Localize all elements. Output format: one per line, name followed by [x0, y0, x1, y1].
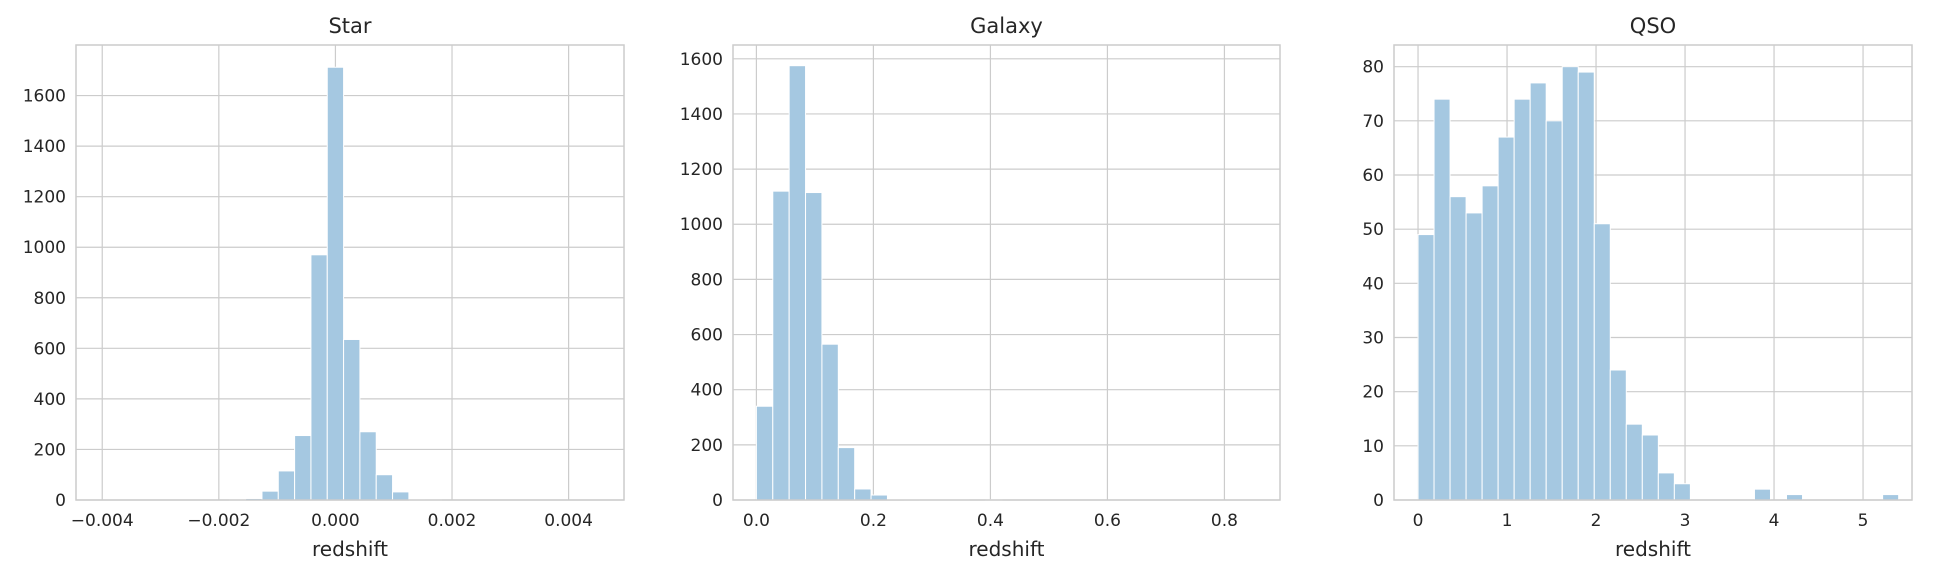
star-x-tick-label: −0.002: [187, 511, 250, 531]
qso-x-axis-label: redshift: [1615, 537, 1691, 561]
star-x-tick-label: 0.000: [311, 511, 360, 531]
qso-histogram-bar: [1545, 120, 1563, 501]
galaxy-histogram-bar: [821, 343, 839, 501]
star-axes-frame: [75, 44, 625, 501]
qso-histogram-bar: [1657, 472, 1675, 501]
galaxy-histogram-bar: [805, 192, 823, 501]
galaxy-x-axis-label: redshift: [969, 537, 1045, 561]
star-histogram-bar: [326, 66, 345, 501]
qso-panel-title: QSO: [1630, 14, 1676, 38]
galaxy-x-tick-label: 0.4: [977, 511, 1004, 531]
star-y-tick-label: 400: [34, 390, 66, 410]
galaxy-y-tick-label: 600: [691, 326, 723, 346]
galaxy-histogram-bar: [854, 488, 872, 501]
star-y-tick-label: 600: [34, 339, 66, 359]
star-x-tick-label: 0.002: [428, 511, 477, 531]
qso-x-tick-label: 2: [1591, 511, 1602, 531]
star-y-tick-label: 1000: [23, 238, 66, 258]
galaxy-x-tick-label: 0.0: [743, 511, 770, 531]
star-histogram-bar: [375, 474, 394, 501]
galaxy-y-tick-label: 1600: [680, 50, 723, 70]
star-histogram-bar: [294, 435, 312, 501]
qso-y-tick-label: 40: [1362, 274, 1384, 294]
star-y-tick-label: 1200: [23, 188, 66, 208]
qso-y-tick-label: 60: [1362, 166, 1384, 186]
qso-histogram-bar: [1625, 423, 1643, 501]
qso-histogram-bar: [1417, 234, 1435, 501]
qso-y-tick-label: 30: [1362, 329, 1384, 349]
galaxy-y-tick-label: 1200: [680, 160, 723, 180]
qso-histogram-bar: [1882, 494, 1900, 501]
star-histogram-bar: [277, 470, 296, 501]
star-histogram-bar: [261, 490, 279, 501]
qso-histogram-bar: [1609, 369, 1627, 501]
star-panel-title: Star: [328, 14, 371, 38]
qso-y-tick-label: 0: [1373, 491, 1384, 511]
star-histogram-bar: [343, 338, 361, 501]
qso-histogram-bar: [1561, 66, 1579, 501]
galaxy-x-tick-label: 0.6: [1094, 511, 1121, 531]
star-histogram-bar: [392, 491, 410, 501]
star-y-tick-label: 200: [34, 440, 66, 460]
qso-histogram-bar: [1786, 494, 1804, 501]
galaxy-y-tick-label: 200: [691, 436, 723, 456]
star-x-tick-label: −0.004: [71, 511, 134, 531]
star-x-tick-label: 0.004: [544, 511, 593, 531]
galaxy-y-tick-label: 1000: [680, 215, 723, 235]
qso-histogram-bar: [1673, 483, 1691, 501]
star-y-tick-label: 1600: [23, 87, 66, 107]
galaxy-x-tick-label: 0.8: [1211, 511, 1238, 531]
galaxy-histogram-bar: [837, 447, 856, 501]
galaxy-panel-title: Galaxy: [970, 14, 1043, 38]
star-y-tick-label: 1400: [23, 137, 66, 157]
qso-x-tick-label: 5: [1858, 511, 1869, 531]
qso-histogram-bar: [1577, 71, 1595, 501]
qso-histogram-panel: 0 10 20 30 40 50 60 70 80 0 1 2 3 4 5 QSO redshift: [1362, 14, 1913, 561]
qso-histogram-bar: [1497, 136, 1515, 501]
galaxy-histogram-panel: 0 200 400 600 800 1000 1200 1400 1600 0.0 0.2 0.4 0.…: [680, 14, 1281, 561]
qso-x-tick-label: 4: [1769, 511, 1780, 531]
galaxy-y-tick-label: 800: [691, 270, 723, 290]
qso-y-tick-label: 50: [1362, 220, 1384, 240]
qso-x-tick-label: 3: [1680, 511, 1691, 531]
galaxy-histogram-bar: [755, 405, 774, 501]
qso-y-tick-label: 70: [1362, 112, 1384, 132]
galaxy-y-tick-label: 1400: [680, 105, 723, 125]
galaxy-axes-frame: [732, 44, 1281, 501]
qso-axes-frame: [1393, 44, 1913, 501]
qso-y-tick-label: 10: [1362, 437, 1384, 457]
qso-histogram-bar: [1753, 488, 1771, 501]
qso-x-tick-label: 1: [1502, 511, 1513, 531]
galaxy-x-tick-label: 0.2: [860, 511, 887, 531]
qso-histogram-bar: [1465, 212, 1483, 501]
star-y-tick-label: 0: [55, 491, 66, 511]
star-histogram-panel: 0 200 400 600 800 1000 1200 1400 1600 −0.004 −0.00…: [23, 14, 625, 561]
qso-histogram-bar: [1481, 185, 1499, 501]
star-y-tick-label: 800: [34, 289, 66, 309]
qso-x-tick-label: 0: [1413, 511, 1424, 531]
qso-histogram-bar: [1641, 434, 1659, 501]
star-histogram-bar: [359, 431, 377, 501]
galaxy-histogram-bar: [788, 65, 807, 501]
qso-histogram-bar: [1449, 196, 1467, 501]
qso-histogram-bar: [1433, 98, 1451, 501]
star-x-axis-label: redshift: [312, 537, 388, 561]
qso-y-tick-label: 20: [1362, 383, 1384, 403]
qso-histogram-bar: [1593, 223, 1611, 501]
galaxy-histogram-bar: [772, 190, 790, 501]
qso-histogram-bar: [1513, 98, 1531, 501]
galaxy-y-tick-label: 400: [691, 381, 723, 401]
star-histogram-bar: [310, 254, 328, 501]
qso-histogram-bar: [1529, 82, 1547, 501]
galaxy-y-tick-label: 0: [712, 491, 723, 511]
qso-y-tick-label: 80: [1362, 58, 1384, 78]
